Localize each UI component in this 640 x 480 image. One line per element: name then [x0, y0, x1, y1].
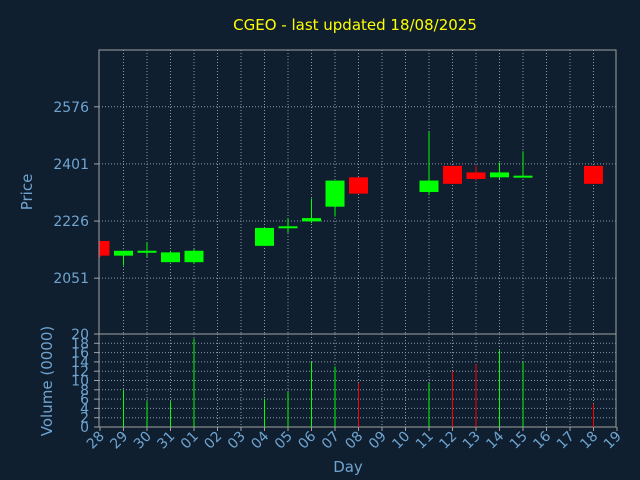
x-tick-label: 18 — [577, 429, 601, 453]
candle-14 — [490, 162, 509, 179]
candle-body — [490, 172, 509, 178]
x-tick-label: 13 — [460, 429, 484, 453]
candle-18 — [584, 165, 603, 184]
price-y-ticks: 2051 2226 2401 2576 — [53, 100, 99, 287]
x-axis-ticks: 28 29 30 31 01 02 03 04 05 06 07 08 09 10 11 12 13 14 15 16… — [84, 427, 625, 452]
candle-31 — [161, 250, 180, 263]
candle-13 — [466, 165, 486, 181]
volume-tick-label: 2 — [80, 411, 89, 427]
x-tick-label: 09 — [366, 429, 390, 453]
candle-body — [513, 175, 533, 178]
chart-title: CGEO - last updated 18/08/2025 — [233, 16, 477, 34]
candle-body — [419, 180, 439, 192]
candle-body — [114, 250, 133, 256]
volume-axis-label: Volume (0000) — [38, 326, 56, 436]
candle-29 — [114, 250, 133, 266]
candle-body — [184, 250, 204, 263]
volume-tick-label: 4 — [80, 401, 89, 417]
candle-07 — [325, 180, 345, 217]
candle-06 — [302, 198, 321, 224]
candle-body — [349, 177, 368, 194]
price-tick-label: 2051 — [53, 271, 89, 287]
x-tick-label: 16 — [530, 428, 554, 452]
candle-30 — [137, 242, 157, 258]
candle-04 — [255, 227, 274, 246]
x-tick-label: 05 — [272, 429, 296, 453]
x-tick-label: 08 — [342, 429, 366, 453]
x-tick-label: 02 — [201, 429, 225, 453]
volume-grid — [99, 334, 616, 427]
candle-01 — [184, 249, 204, 264]
candle-body — [584, 165, 603, 184]
candles — [99, 131, 603, 266]
candle-05 — [278, 218, 298, 233]
x-tick-label: 01 — [178, 429, 202, 453]
candle-body — [100, 240, 110, 256]
x-tick-label: 04 — [248, 428, 272, 452]
price-axis-label: Price — [18, 174, 36, 211]
x-tick-label: 15 — [507, 429, 531, 453]
x-tick-label: 17 — [554, 429, 578, 453]
x-tick-label: 31 — [154, 429, 178, 453]
x-tick-label: 10 — [389, 429, 413, 453]
volume-tick-label: 14 — [71, 355, 89, 371]
candle-11 — [419, 131, 439, 196]
candle-12 — [443, 165, 462, 184]
volume-tick-label: 6 — [80, 392, 89, 408]
price-panel: 2051 2226 2401 2576 — [53, 49, 617, 335]
candle-body — [137, 250, 157, 253]
candle-body — [278, 226, 298, 229]
x-tick-label: 14 — [483, 428, 507, 452]
volume-tick-label: 0 — [80, 420, 89, 436]
x-tick-label: 19 — [601, 429, 625, 453]
x-axis-label: Day — [333, 458, 363, 476]
price-tick-label: 2226 — [53, 214, 89, 230]
x-tick-label: 07 — [319, 429, 343, 453]
candle-body — [302, 218, 321, 222]
price-tick-label: 2576 — [53, 100, 89, 116]
price-tick-label: 2401 — [53, 157, 89, 173]
volume-bars — [123, 338, 594, 427]
volume-tick-label: 20 — [71, 327, 89, 343]
candle-body — [161, 252, 180, 263]
candle-body — [443, 165, 462, 184]
x-tick-label: 03 — [225, 429, 249, 453]
x-tick-label: 30 — [131, 429, 155, 453]
x-tick-label: 06 — [295, 428, 319, 452]
volume-tick-label: 12 — [71, 364, 89, 380]
candle-08 — [349, 177, 368, 194]
volume-tick-label: 8 — [80, 383, 89, 399]
candle-body — [466, 172, 486, 179]
x-tick-label: 11 — [413, 429, 437, 453]
volume-tick-label: 10 — [71, 374, 89, 390]
candle-body — [255, 227, 274, 246]
x-tick-label: 29 — [107, 429, 131, 453]
x-tick-label: 12 — [436, 429, 460, 453]
volume-tick-label: 18 — [71, 336, 89, 352]
volume-tick-label: 16 — [71, 346, 89, 362]
candle-body — [325, 180, 345, 207]
candle-28 — [99, 240, 110, 258]
candle-15 — [513, 151, 533, 178]
